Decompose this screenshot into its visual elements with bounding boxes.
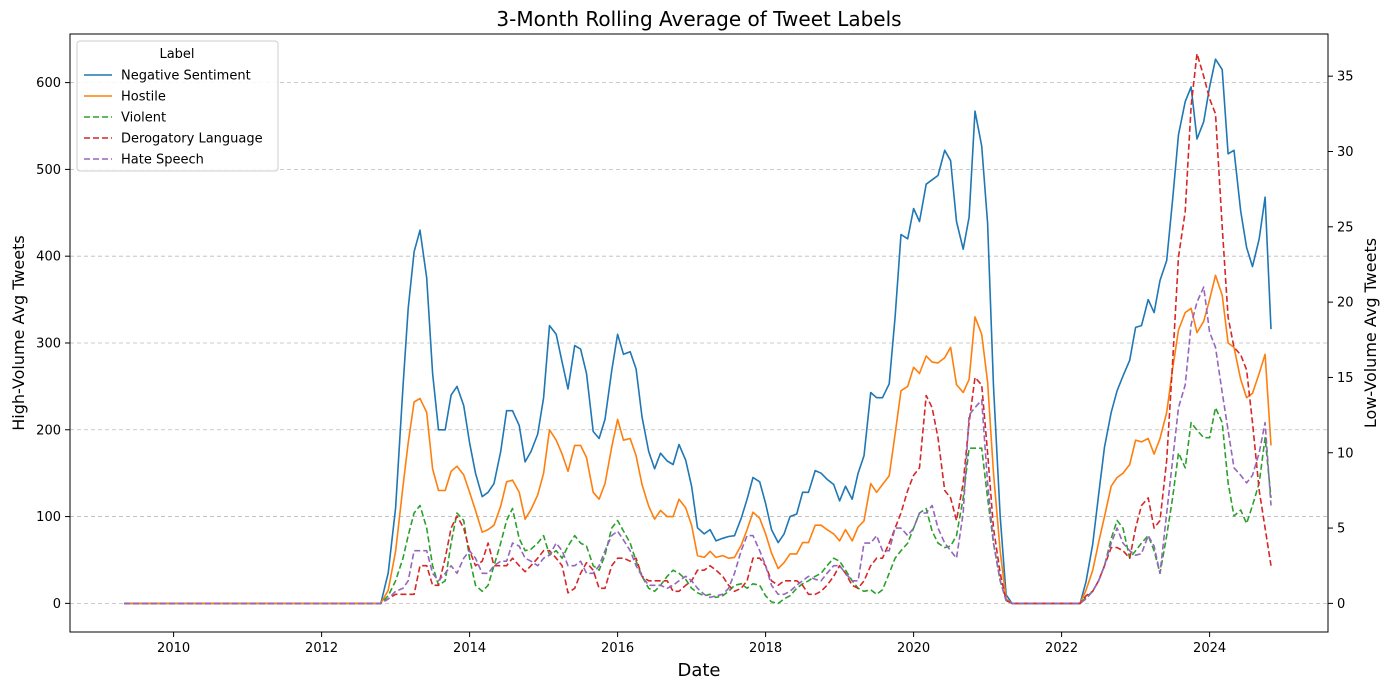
- legend-label: Hate Speech: [121, 153, 204, 168]
- x-tick-label: 2012: [305, 641, 338, 656]
- x-tick-label: 2010: [157, 641, 190, 656]
- x-axis-ticks: 2010 2012 2014 2016 2018 2020 2022 2024: [157, 632, 1226, 656]
- x-tick-label: 2018: [749, 641, 782, 656]
- right-y-tick-label: 35: [1337, 70, 1354, 85]
- legend-label: Hostile: [121, 90, 166, 105]
- chart-title: 3-Month Rolling Average of Tweet Labels: [496, 7, 901, 31]
- legend-box: [76, 40, 279, 172]
- x-tick-label: 2020: [897, 641, 930, 656]
- left-y-tick-label: 200: [36, 423, 61, 438]
- left-y-tick-label: 0: [53, 597, 61, 612]
- right-y-tick-label: 10: [1337, 446, 1354, 461]
- right-y-axis-label: Low-Volume Avg Tweets: [1361, 238, 1380, 428]
- left-y-tick-label: 400: [36, 250, 61, 265]
- right-y-tick-label: 5: [1337, 522, 1345, 537]
- left-y-axis-label: High-Volume Avg Tweets: [9, 235, 28, 430]
- right-y-axis-ticks: 0 5 10 15 20 25 30 35: [1328, 70, 1354, 612]
- x-tick-label: 2022: [1045, 641, 1078, 656]
- plot-frame: [69, 33, 1329, 633]
- right-y-tick-label: 20: [1337, 296, 1354, 311]
- series-line-hate-speech: [124, 286, 1272, 605]
- series-lines: [124, 52, 1272, 605]
- left-y-tick-label: 600: [36, 76, 61, 91]
- left-y-tick-label: 100: [36, 510, 61, 525]
- legend-label: Violent: [121, 111, 166, 126]
- left-y-tick-label: 300: [36, 336, 61, 351]
- legend-entries: Negative Sentiment Hostile Violent Derogato…: [84, 69, 263, 168]
- x-axis-label: Date: [677, 660, 720, 681]
- x-tick-label: 2024: [1193, 641, 1226, 656]
- series-line-hostile: [124, 274, 1272, 605]
- right-y-tick-label: 25: [1337, 220, 1354, 235]
- series-line-negative-sentiment: [124, 58, 1272, 605]
- series-line-derogatory-language: [124, 52, 1272, 605]
- right-y-tick-label: 15: [1337, 371, 1354, 386]
- left-y-axis-ticks: 0 100 200 300 400 500 600: [36, 76, 70, 612]
- legend-title: Label: [159, 47, 194, 62]
- right-y-tick-label: 0: [1337, 597, 1345, 612]
- legend: Label Negative Sentiment Hostile Violent De…: [76, 40, 279, 172]
- left-y-tick-label: 500: [36, 163, 61, 178]
- x-tick-label: 2014: [453, 641, 486, 656]
- series-line-violent: [124, 406, 1272, 605]
- x-tick-label: 2016: [601, 641, 634, 656]
- right-y-tick-label: 30: [1337, 145, 1354, 160]
- legend-label: Negative Sentiment: [121, 69, 251, 84]
- legend-label: Derogatory Language: [121, 132, 263, 147]
